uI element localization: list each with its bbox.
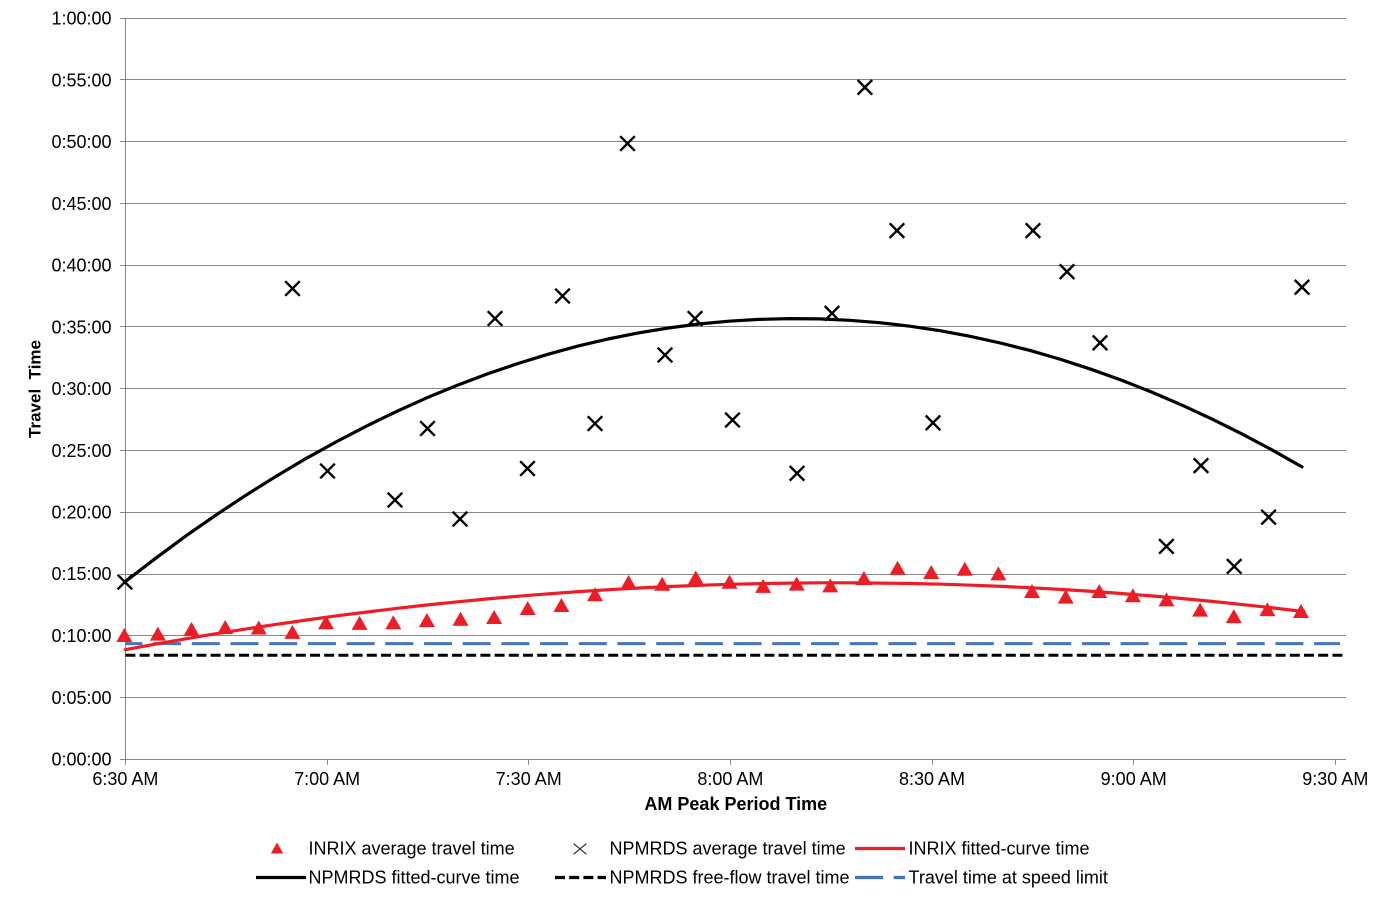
svg-text:INRIX average travel time: INRIX average travel time [309,839,515,859]
svg-text:0:30:00: 0:30:00 [51,379,111,399]
svg-text:8:00 AM: 8:00 AM [697,769,763,789]
svg-text:9:00 AM: 9:00 AM [1101,769,1167,789]
svg-text:0:20:00: 0:20:00 [51,503,111,523]
svg-text:1:00:00: 1:00:00 [51,9,111,29]
svg-text:0:45:00: 0:45:00 [51,194,111,214]
svg-text:AM Peak Period Time: AM Peak Period Time [644,794,827,814]
svg-text:8:30 AM: 8:30 AM [899,769,965,789]
svg-text:0:05:00: 0:05:00 [51,688,111,708]
svg-text:7:00 AM: 7:00 AM [294,769,360,789]
svg-text:NPMRDS free-flow travel time: NPMRDS free-flow travel time [610,868,850,888]
svg-text:0:00:00: 0:00:00 [51,750,111,770]
svg-text:INRIX fitted-curve time: INRIX fitted-curve time [909,839,1090,859]
svg-text:0:40:00: 0:40:00 [51,256,111,276]
svg-text:0:35:00: 0:35:00 [51,317,111,337]
svg-text:NPMRDS fitted-curve time: NPMRDS fitted-curve time [309,868,520,888]
svg-text:6:30 AM: 6:30 AM [92,769,158,789]
svg-text:7:30 AM: 7:30 AM [496,769,562,789]
svg-text:0:50:00: 0:50:00 [51,132,111,152]
svg-text:0:55:00: 0:55:00 [51,70,111,90]
svg-text:0:10:00: 0:10:00 [51,626,111,646]
svg-text:NPMRDS average travel time: NPMRDS average travel time [610,839,846,859]
svg-text:0:15:00: 0:15:00 [51,564,111,584]
svg-text:Travel time at speed limit: Travel time at speed limit [909,868,1108,888]
svg-text:Travel Time: Travel Time [26,340,45,438]
svg-text:0:25:00: 0:25:00 [51,441,111,461]
svg-text:9:30 AM: 9:30 AM [1302,769,1368,789]
